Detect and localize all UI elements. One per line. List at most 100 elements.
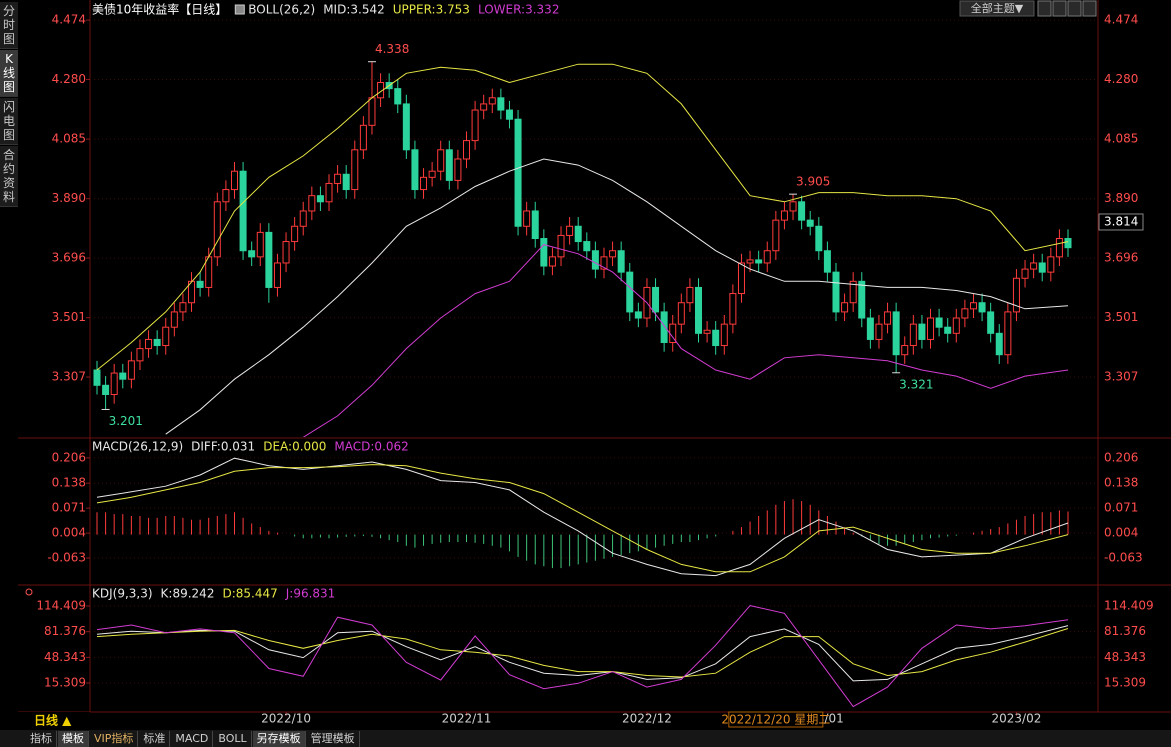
- candle-body: [987, 311, 995, 334]
- candle-body: [849, 280, 857, 304]
- boll-line: [96, 63, 1069, 371]
- candle-body: [548, 256, 556, 267]
- y-tick-label: 3.307: [52, 370, 86, 384]
- candle-body: [102, 384, 110, 395]
- candle-body: [703, 329, 711, 334]
- y-tick-label: 4.085: [52, 132, 86, 146]
- bottom-tab[interactable]: 指标: [26, 731, 57, 747]
- y-tick-label-right: 4.280: [1104, 72, 1138, 86]
- candle-body: [978, 302, 986, 313]
- side-tab[interactable]: 闪电图: [0, 98, 18, 145]
- y-tick-label-right: 3.501: [1104, 310, 1138, 324]
- candle-body: [677, 302, 685, 325]
- candle-body: [995, 332, 1003, 356]
- y-tick-label: 3.501: [52, 310, 86, 324]
- candle-body: [411, 149, 419, 191]
- candle-body: [420, 176, 428, 191]
- legend-entry: D:85.447: [222, 587, 277, 601]
- bottom-tab[interactable]: BOLL: [214, 731, 252, 747]
- y-tick-label: 15.309: [44, 676, 86, 690]
- x-tick-label: 2023/02: [992, 712, 1042, 726]
- candle-body: [927, 317, 935, 340]
- y-tick-label-right: 3.307: [1104, 370, 1138, 384]
- candle-body: [505, 109, 513, 120]
- candle-body: [944, 326, 952, 334]
- y-tick-label-right: 3.696: [1104, 251, 1138, 265]
- candle-body: [239, 170, 247, 252]
- side-tab[interactable]: K线图: [0, 50, 18, 97]
- crosshair-label: 2022/12/20 星期二: [721, 713, 830, 727]
- theme-button-label[interactable]: 全部主题▼: [971, 1, 1024, 15]
- candle-body: [789, 201, 797, 212]
- candle-body: [514, 118, 522, 227]
- legend-entry: DEA:0.000: [263, 440, 326, 454]
- y-tick-label: 114.409: [36, 599, 86, 613]
- period-box[interactable]: [18, 712, 90, 730]
- candle-body: [93, 369, 101, 386]
- y-tick-label: 0.071: [52, 501, 86, 515]
- y-tick-label: 3.890: [52, 191, 86, 205]
- candle-body: [892, 311, 900, 356]
- y-tick-label: 0.004: [52, 526, 86, 540]
- candle-body: [858, 280, 866, 319]
- candle-body: [342, 173, 350, 191]
- y-tick-label-right: 0.071: [1104, 501, 1138, 515]
- indicator-label: BOLL(26,2): [248, 3, 315, 17]
- candle-body: [746, 259, 754, 264]
- bottom-tab[interactable]: 另存模板: [252, 731, 306, 747]
- plot: [96, 457, 1069, 577]
- candle-body: [531, 210, 539, 239]
- candle-body: [626, 271, 634, 313]
- candle-body: [394, 88, 402, 105]
- candle-body: [866, 317, 874, 340]
- y-tick-label: 3.696: [52, 251, 86, 265]
- kdj-icon: [25, 588, 33, 596]
- chart-title: 美债10年收益率【日线】: [92, 2, 227, 17]
- bottom-tab[interactable]: VIP指标: [90, 731, 139, 747]
- candle-body: [574, 225, 582, 243]
- bottom-tab[interactable]: 标准: [139, 731, 171, 747]
- candle-body: [213, 201, 221, 258]
- candle-body: [291, 225, 299, 243]
- plot: [93, 61, 1072, 437]
- candle-body: [720, 323, 728, 347]
- candle-body: [591, 250, 599, 270]
- side-tab[interactable]: 分时图: [0, 2, 18, 49]
- candle-body: [471, 109, 479, 142]
- bottom-tab[interactable]: MACD: [171, 731, 214, 747]
- candle-body: [454, 158, 462, 181]
- bottom-tab[interactable]: 模板: [58, 731, 89, 747]
- candle-body: [634, 311, 642, 319]
- candle-body: [686, 286, 694, 304]
- annotation-label: 3.201: [109, 414, 143, 428]
- candle-body: [617, 250, 625, 273]
- candle-body: [875, 323, 883, 340]
- period-label[interactable]: 日线 ▲: [34, 713, 72, 728]
- candle-body: [110, 372, 118, 395]
- y-tick-label-right: -0.063: [1104, 551, 1143, 565]
- macd-line: [96, 457, 1069, 577]
- y-tick-label: 4.280: [52, 72, 86, 86]
- window-buttons[interactable]: [1037, 0, 1097, 17]
- candle-body: [308, 195, 316, 212]
- candle-body: [282, 241, 290, 264]
- crosshair-box: [728, 711, 824, 728]
- candle-body: [1030, 262, 1038, 270]
- bottom-tab[interactable]: 管理模板: [307, 731, 360, 747]
- theme-button[interactable]: [959, 0, 1035, 17]
- candle-body: [222, 189, 230, 203]
- annotation-label: 3.321: [899, 377, 933, 391]
- side-tab[interactable]: 合约资料: [0, 146, 18, 207]
- candle-body: [368, 97, 376, 126]
- y-tick-label: 0.138: [52, 476, 86, 490]
- candle-body: [841, 302, 849, 313]
- candle-body: [248, 250, 256, 258]
- candle-body: [488, 97, 496, 105]
- y-tick-label: 81.376: [44, 624, 86, 638]
- candle-body: [583, 241, 591, 252]
- y-tick-label: -0.063: [47, 551, 86, 565]
- indicator-label: MACD(26,12,9): [92, 440, 183, 454]
- candle-body: [566, 225, 574, 236]
- candle-body: [153, 338, 161, 347]
